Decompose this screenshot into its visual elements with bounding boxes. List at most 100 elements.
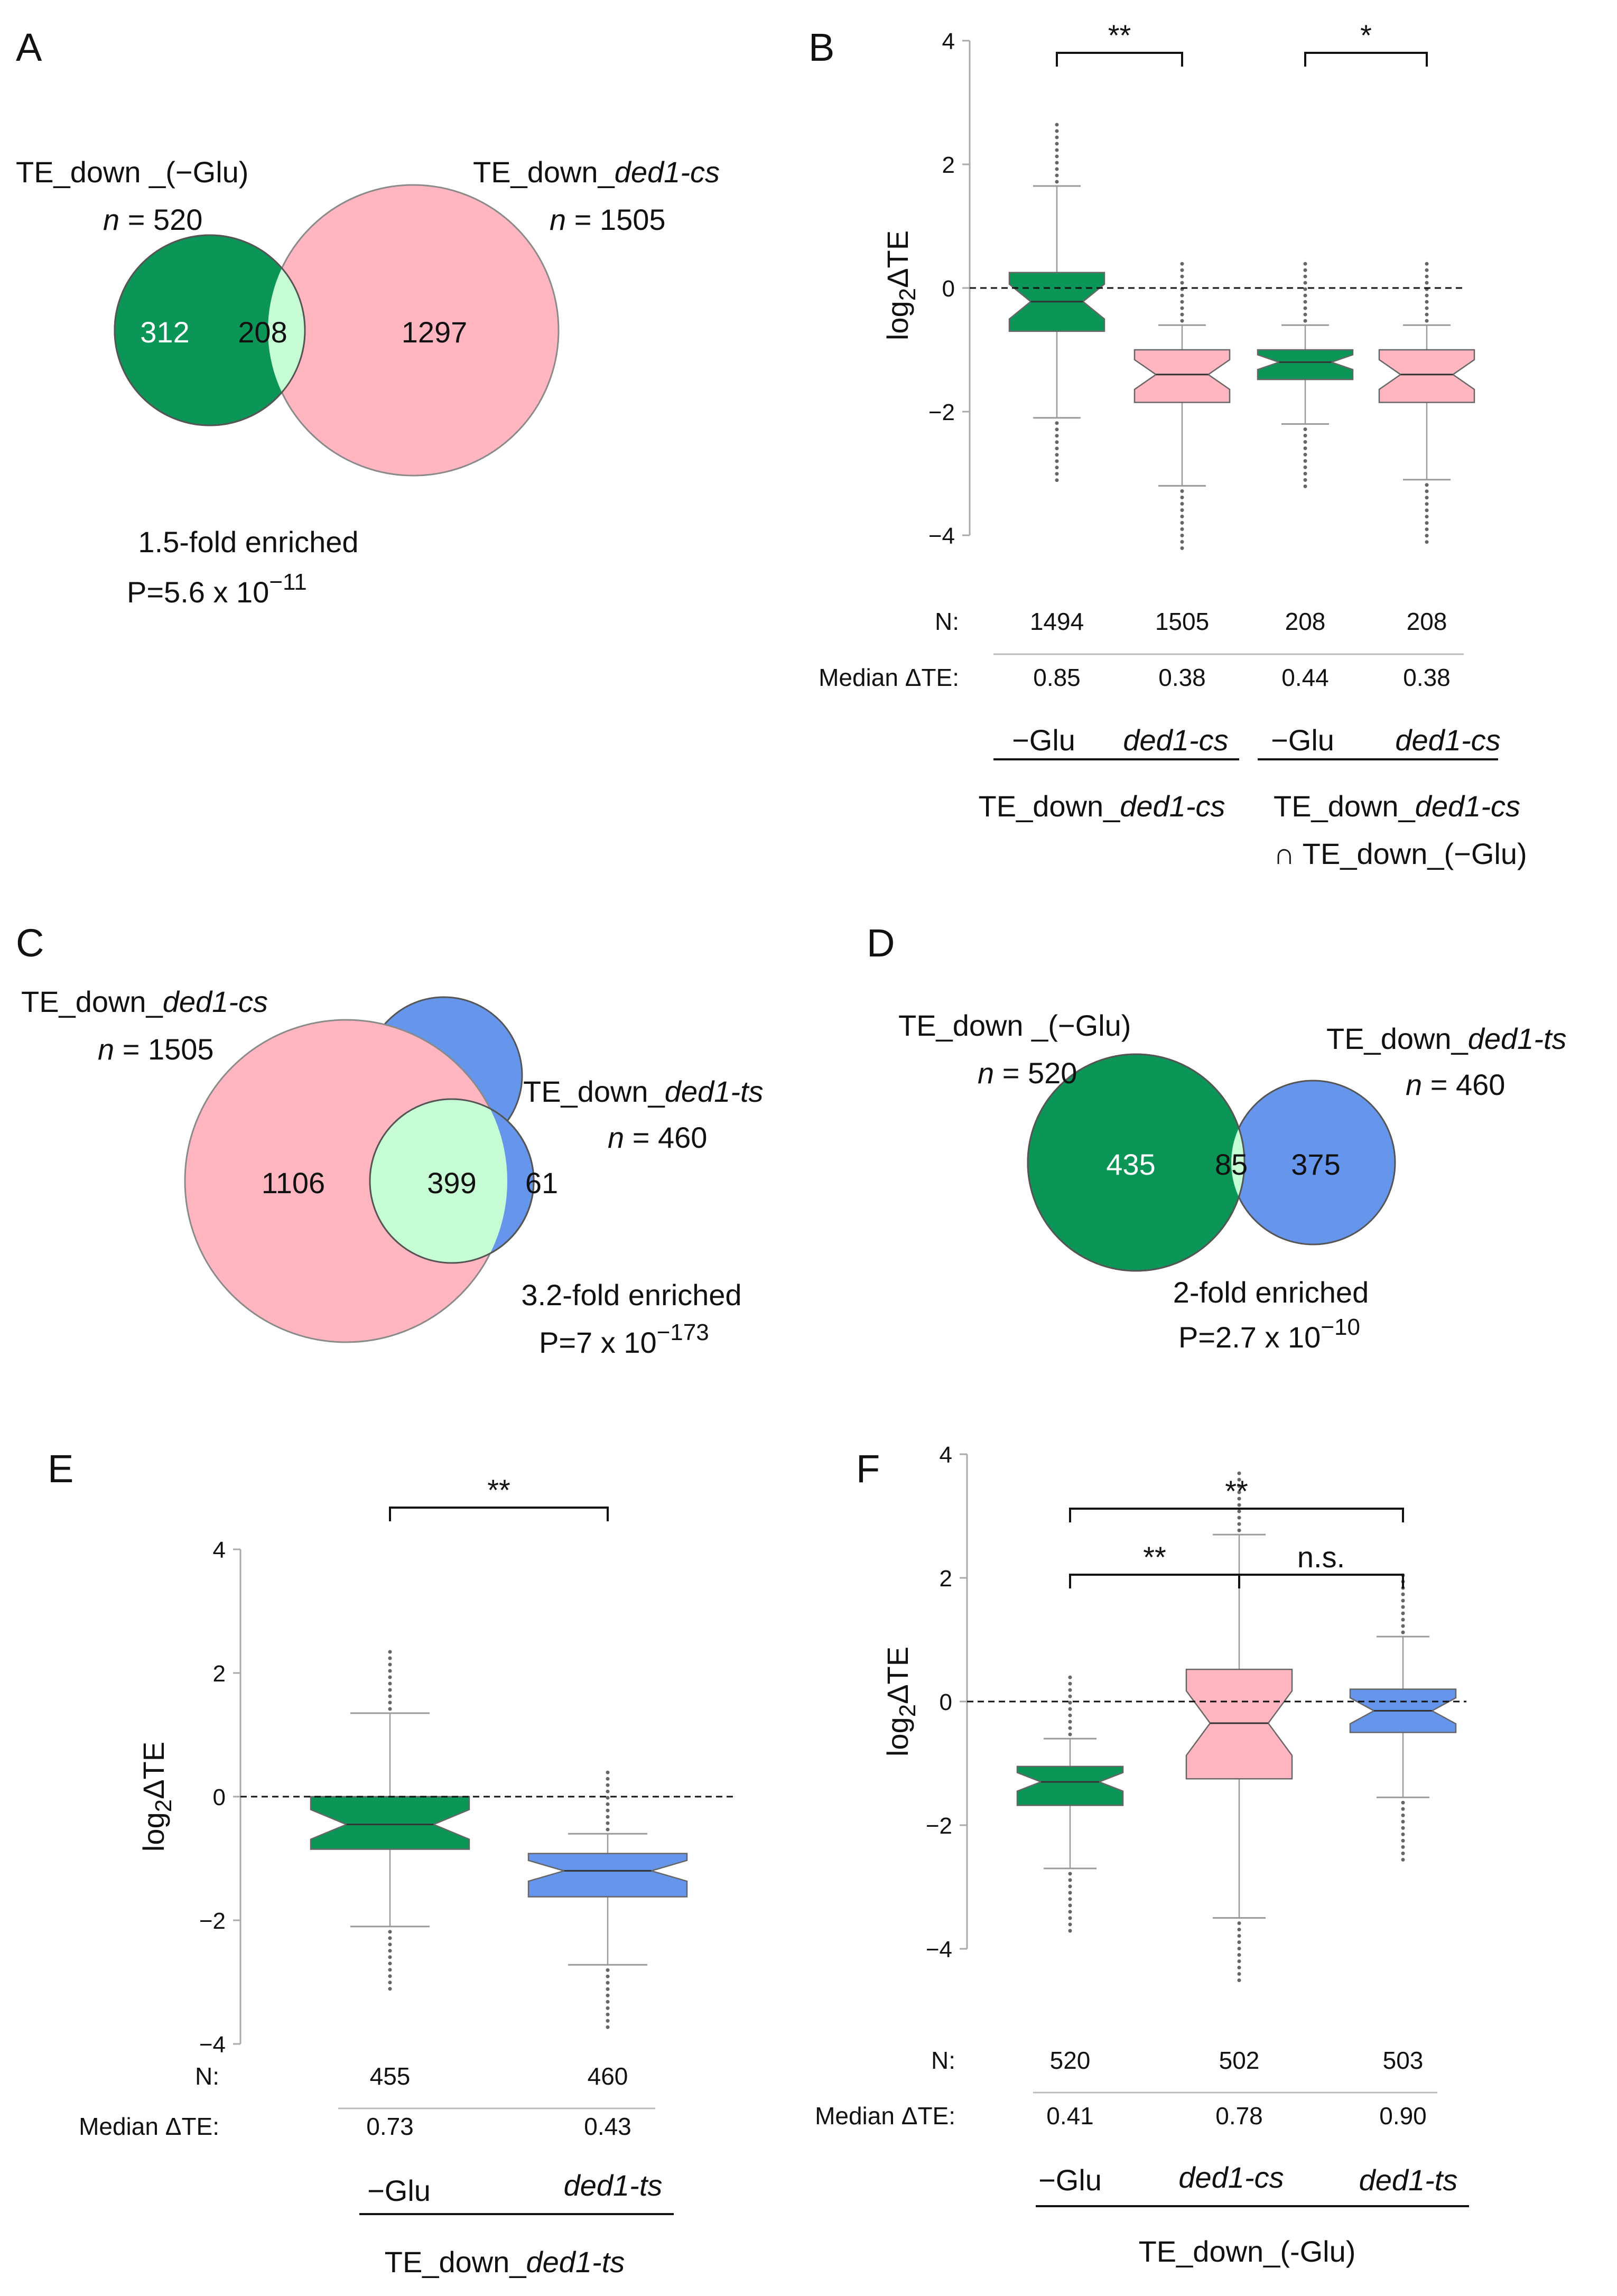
boxplot-f-outlier: [1068, 1872, 1072, 1876]
boxplot-f-outlier: [1068, 1922, 1072, 1927]
boxplot-f-sig-bracket: [1069, 1574, 1240, 1588]
boxplot-f-outlier: [1068, 1897, 1072, 1901]
boxplot-e-cond-2: ded1-ts: [564, 2169, 663, 2202]
boxplot-e-outlier: [606, 1821, 610, 1825]
boxplot-b-outlier: [1180, 508, 1184, 512]
boxplot-b-box: [1133, 349, 1231, 403]
panel-c: C TE_down_ded1-cs n = 1505 TE_down_ded1-…: [16, 921, 764, 1359]
boxplot-f-outlier: [1237, 1928, 1241, 1931]
boxplot-b-outlier: [1425, 534, 1429, 538]
boxplot-f-outlier: [1237, 1528, 1241, 1532]
boxplot-f-outlier: [1401, 1618, 1405, 1622]
boxplot-b-outlier: [1055, 167, 1059, 171]
boxplot-b-cond-3: −Glu: [1271, 723, 1334, 757]
boxplot-b-outlier: [1055, 466, 1059, 470]
boxplot-b-outlier: [1055, 440, 1059, 444]
boxplot-b-outlier: [1180, 306, 1184, 310]
boxplot-b-outlier: [1303, 465, 1307, 469]
boxplot-f-outlier: [1401, 1819, 1405, 1824]
boxplot-b-outlier: [1180, 312, 1184, 317]
boxplot-f-outlier: [1068, 1719, 1072, 1724]
boxplot-f-outlier: [1401, 1838, 1405, 1843]
boxplot-f-outlier: [1401, 1813, 1405, 1817]
boxplot-f-outlier: [1237, 1496, 1241, 1501]
boxplot-e-ylabel: log2ΔTE: [137, 1742, 176, 1852]
boxplot-b-outlier: [1425, 527, 1429, 532]
panel-b: B 4 2 0 −2 −4 1494 0.85 1505 0.38 208 0.44 208 0.38 *…: [808, 18, 1527, 870]
boxplot-b-outlier: [1425, 268, 1429, 272]
panel-e: E 4 2 0 −2 −4 455 0.73 460 0.43 ** log2ΔTE N: Med…: [48, 1447, 737, 2279]
boxplot-e-outlier: [388, 1930, 392, 1934]
boxplot-f-outlier: [1068, 1903, 1072, 1908]
boxplot-e-sig-bracket: [389, 1507, 609, 1521]
boxplot-b-n-value: 1494: [1030, 608, 1084, 635]
boxplot-e-outlier: [388, 1669, 392, 1673]
boxplot-f-sig-bracket: [1238, 1574, 1404, 1588]
boxplot-f-sig-label: **: [1225, 1474, 1248, 1508]
boxplot-b-outlier: [1425, 274, 1429, 278]
boxplot-e-sig-label: **: [487, 1473, 510, 1507]
boxplot-b-cond-1: −Glu: [1012, 723, 1075, 757]
panel-label-d: D: [867, 921, 895, 965]
boxplot-f-median-label: Median ΔTE:: [815, 2102, 955, 2130]
boxplot-b-sig-bracket: [1304, 52, 1428, 67]
boxplot-b-sig-bracket: [1056, 52, 1183, 67]
venn-a-pvalue: P=5.6 x 10−11: [127, 569, 307, 609]
boxplot-b-median-label: Median ΔTE:: [819, 664, 959, 691]
boxplot-f-outlier: [1237, 1471, 1241, 1475]
venn-c-overlap: [370, 1099, 507, 1263]
venn-a-right-n: n = 1505: [550, 203, 666, 236]
boxplot-e-outlier: [388, 1942, 392, 1947]
boxplot-f-outlier: [1401, 1807, 1405, 1811]
boxplot-e-outlier: [606, 1802, 610, 1806]
boxplot-e-y-tick-label: −2: [199, 1908, 226, 1934]
boxplot-b-median-value: 0.38: [1158, 664, 1206, 691]
boxplot-e-outlier: [388, 1962, 392, 1966]
venn-a-left-only: 312: [140, 315, 189, 349]
boxplot-f-y-tick-label: 2: [940, 1566, 952, 1592]
boxplot-b-cond-4: ded1-cs: [1395, 723, 1500, 757]
boxplot-b-y-tick-label: 4: [942, 29, 955, 54]
boxplot-b-outlier: [1303, 478, 1307, 482]
boxplot-f-n-value: 520: [1050, 2047, 1091, 2074]
boxplot-f-outlier: [1401, 1826, 1405, 1830]
panel-label-a: A: [16, 25, 42, 69]
boxplot-b-outlier: [1055, 427, 1059, 432]
boxplot-b-outlier: [1055, 180, 1059, 184]
boxplot-f-outlier: [1068, 1910, 1072, 1914]
boxplot-f-n-value: 502: [1219, 2047, 1260, 2074]
boxplot-b-group-1: TE_down_ded1-cs: [979, 789, 1225, 823]
boxplot-f-median-value: 0.78: [1215, 2102, 1263, 2130]
boxplot-b-outlier: [1425, 319, 1429, 323]
boxplot-f-outlier: [1401, 1800, 1405, 1805]
boxplot-b-outlier: [1180, 319, 1184, 323]
boxplot-f-n-value: 503: [1383, 2047, 1424, 2074]
boxplot-b-outlier: [1303, 319, 1307, 323]
boxplot-e-outlier: [606, 1789, 610, 1793]
boxplot-f-sig-label: n.s.: [1297, 1540, 1345, 1574]
boxplot-b-sig-label: **: [1108, 18, 1131, 52]
venn-c-right-only: 61: [525, 1166, 558, 1200]
venn-c-enrichment: 3.2-fold enriched: [521, 1278, 741, 1312]
boxplot-e-outlier: [388, 1700, 392, 1705]
boxplot-b-outlier: [1055, 434, 1059, 438]
boxplot-e-median-value: 0.43: [584, 2113, 631, 2140]
boxplot-b-outlier: [1425, 300, 1429, 304]
boxplot-f-outlier: [1401, 1630, 1405, 1634]
boxplot-f-outlier: [1401, 1845, 1405, 1849]
boxplot-b-outlier: [1055, 453, 1059, 457]
boxplot-e-outlier: [388, 1650, 392, 1654]
boxplot-f-box: [1185, 1668, 1293, 1780]
boxplot-e-outlier: [606, 1808, 610, 1812]
boxplot-b-y-tick-label: −2: [928, 399, 955, 425]
boxplot-b-outlier: [1055, 154, 1059, 159]
boxplot-f-outlier: [1068, 1929, 1072, 1933]
boxplot-b-y-tick-label: 0: [942, 276, 955, 302]
boxplot-e-outlier: [388, 1656, 392, 1660]
boxplot-f-outlier: [1068, 1916, 1072, 1920]
panel-label-f: F: [856, 1447, 880, 1491]
boxplot-f-outlier: [1401, 1851, 1405, 1855]
boxplot-b-outlier: [1425, 262, 1429, 266]
boxplot-b-outlier: [1180, 527, 1184, 531]
